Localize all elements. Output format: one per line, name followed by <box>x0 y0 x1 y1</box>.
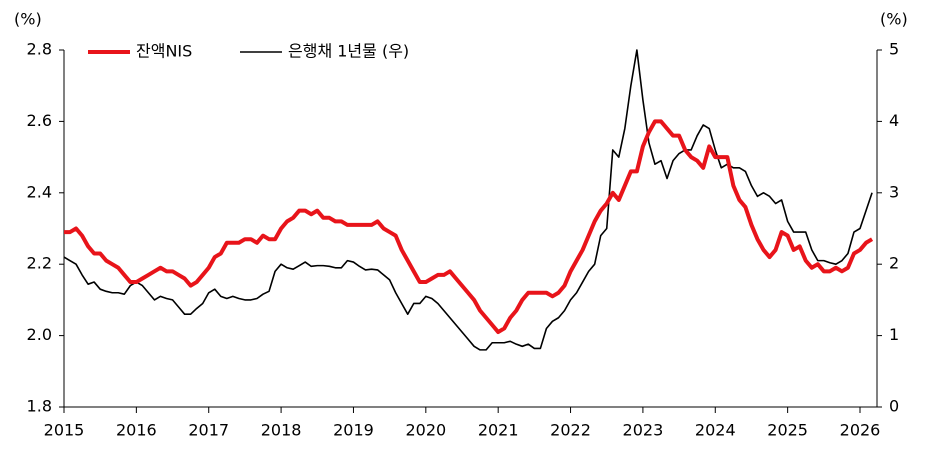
x-tick-label: 2021 <box>478 421 519 440</box>
legend-label: 은행채 1년물 (우) <box>288 42 409 61</box>
x-tick-label: 2018 <box>261 421 302 440</box>
y2-unit: (%) <box>880 10 908 29</box>
y-unit: (%) <box>14 10 42 29</box>
y-tick-label: 2.0 <box>27 325 52 344</box>
x-tick-label: 2015 <box>44 421 85 440</box>
y-tick-label: 2.6 <box>27 111 52 130</box>
y2-tick-label: 0 <box>889 397 899 416</box>
y2-tick-label: 1 <box>889 325 899 344</box>
x-tick-label: 2016 <box>116 421 157 440</box>
series-line <box>64 119 874 335</box>
y2-tick-label: 5 <box>889 40 899 59</box>
x-tick-label: 2019 <box>333 421 374 440</box>
y2-tick-label: 2 <box>889 254 899 273</box>
y-tick-label: 1.8 <box>27 397 52 416</box>
y2-tick-label: 4 <box>889 111 899 130</box>
y2-tick-label: 3 <box>889 182 899 201</box>
x-tick-label: 2026 <box>840 421 881 440</box>
x-tick-label: 2017 <box>188 421 229 440</box>
x-tick-label: 2025 <box>767 421 808 440</box>
y-tick-label: 2.4 <box>27 182 52 201</box>
x-tick-label: 2020 <box>405 421 446 440</box>
legend-label: 잔액NIS <box>136 42 192 61</box>
x-tick-label: 2022 <box>550 421 591 440</box>
x-tick-label: 2023 <box>623 421 664 440</box>
y-tick-label: 2.2 <box>27 254 52 273</box>
series-line <box>63 49 873 351</box>
x-tick-label: 2024 <box>695 421 736 440</box>
y-tick-label: 2.8 <box>27 40 52 59</box>
